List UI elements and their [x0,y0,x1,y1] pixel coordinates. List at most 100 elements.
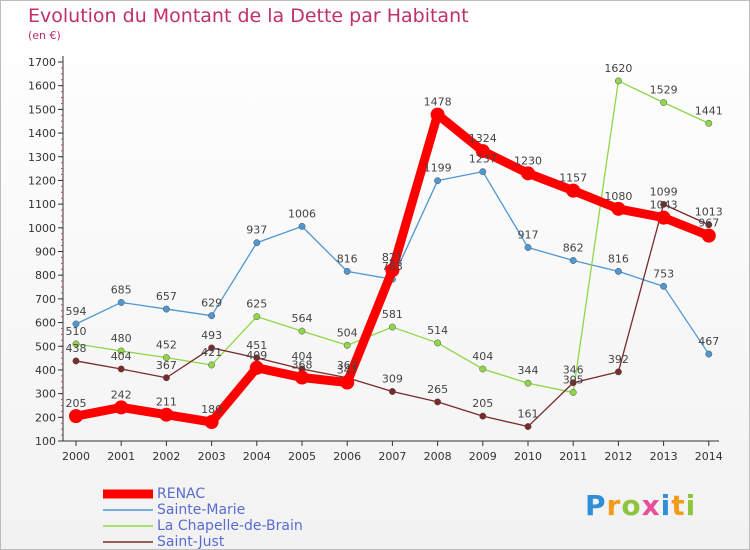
y-tick-label: 1000 [28,222,56,235]
x-tick-label: 2012 [604,450,632,463]
data-point-la-chapelle-de-brain [479,365,487,373]
y-tick-label: 1300 [28,151,56,164]
value-label-sainte-marie: 783 [382,260,403,273]
data-point-renac [159,407,174,422]
data-point-sainte-marie [479,168,487,176]
value-label-sainte-marie: 753 [653,267,674,280]
logo-letter: r [606,489,622,522]
data-point-sainte-marie [298,222,306,230]
logo-letter: t [671,489,686,522]
data-point-sainte-marie [162,305,170,313]
data-point-sainte-marie [569,257,577,264]
data-point-la-chapelle-de-brain [660,99,668,106]
legend-label-sainte-marie: Sainte-Marie [157,502,246,518]
logo-letter: i [685,489,697,522]
x-tick-label: 2010 [514,450,542,463]
y-tick-label: 1700 [28,56,56,69]
y-tick-label: 800 [35,269,56,282]
data-point-saint-just [72,357,80,365]
value-label-sainte-marie: 816 [337,252,358,265]
logo-letter: P [585,489,607,522]
y-tick-label: 500 [35,340,56,353]
data-point-sainte-marie [208,312,216,320]
value-label-la-chapelle-de-brain: 510 [66,325,87,338]
value-label-sainte-marie: 917 [518,228,539,241]
data-point-la-chapelle-de-brain [614,77,622,85]
data-point-renac [204,415,219,430]
x-tick-label: 2009 [469,450,497,463]
value-label-saint-just: 493 [201,329,222,342]
data-point-la-chapelle-de-brain [72,340,80,348]
value-label-renac: 409 [246,349,267,362]
data-point-renac [340,375,355,390]
data-point-renac [475,144,490,159]
legend-label-la-chapelle-de-brain: La Chapelle-de-Brain [157,518,303,534]
value-label-renac: 1043 [650,199,678,212]
data-point-saint-just [569,379,577,387]
value-label-renac: 211 [156,396,177,409]
chart-legend: RENAC Sainte-Marie La Chapelle-de-Brain … [103,486,303,550]
value-label-la-chapelle-de-brain: 421 [201,346,222,359]
value-label-sainte-marie: 1237 [469,153,497,166]
value-label-la-chapelle-de-brain: 1620 [604,62,632,75]
data-point-renac [295,370,309,385]
value-label-saint-just: 346 [563,364,584,377]
value-label-la-chapelle-de-brain: 581 [382,308,403,321]
legend-item-renac: RENAC [103,486,303,502]
data-point-renac [611,201,626,216]
value-label-la-chapelle-de-brain: 305 [563,373,584,386]
data-point-sainte-marie [253,239,261,247]
legend-item-saint-just: Saint-Just [103,534,303,550]
y-tick-label: 700 [35,293,56,306]
value-label-saint-just: 265 [427,383,448,396]
data-point-la-chapelle-de-brain [524,379,532,387]
value-label-la-chapelle-de-brain: 504 [337,326,358,339]
data-point-la-chapelle-de-brain [298,327,306,335]
value-label-renac: 205 [66,397,87,410]
value-label-renac: 347 [337,363,358,376]
legend-label-renac: RENAC [157,486,206,502]
value-label-renac: 368 [292,359,313,372]
value-label-la-chapelle-de-brain: 344 [518,364,539,377]
value-label-saint-just: 309 [382,372,403,385]
data-point-renac [566,183,581,198]
legend-swatch-saint-just [103,541,153,543]
x-tick-label: 2014 [695,450,723,463]
data-point-saint-just [208,344,216,352]
value-label-renac: 242 [111,388,132,401]
x-tick-label: 2006 [333,450,361,463]
value-label-sainte-marie: 685 [111,283,132,296]
value-label-saint-just: 404 [292,350,313,363]
data-point-sainte-marie [524,244,532,251]
value-label-saint-just: 1099 [650,185,678,198]
x-tick-label: 2008 [424,450,452,463]
value-label-renac: 1230 [514,154,542,167]
data-point-renac [656,210,671,225]
data-point-saint-just [660,200,668,208]
data-point-la-chapelle-de-brain [162,354,170,362]
data-point-renac [430,107,445,122]
data-point-la-chapelle-de-brain [705,119,713,127]
data-point-la-chapelle-de-brain [434,339,442,347]
value-label-saint-just: 404 [111,350,132,363]
value-label-la-chapelle-de-brain: 564 [292,312,313,325]
value-label-saint-just: 1013 [695,206,723,219]
y-tick-label: 1500 [28,103,56,116]
data-point-la-chapelle-de-brain [343,341,351,349]
value-label-la-chapelle-de-brain: 404 [472,350,493,363]
x-tick-label: 2007 [378,450,406,463]
value-label-la-chapelle-de-brain: 1441 [695,104,723,117]
value-label-la-chapelle-de-brain: 452 [156,339,177,352]
value-label-sainte-marie: 594 [66,305,87,318]
value-label-renac: 1080 [604,190,632,203]
y-tick-label: 400 [35,364,56,377]
y-tick-label: 300 [35,388,56,401]
x-tick-label: 2001 [107,450,135,463]
data-point-saint-just [705,221,713,229]
data-point-sainte-marie [705,350,713,358]
value-label-la-chapelle-de-brain: 1529 [650,84,678,97]
chart-axes: 100 200 300 400 500 600 700 800 900 1000 1100 1200 1… [28,56,723,463]
chart-value-labels: 205 242 211 180 409 368 347 821 1478 1324 1230 1157… [66,62,723,421]
